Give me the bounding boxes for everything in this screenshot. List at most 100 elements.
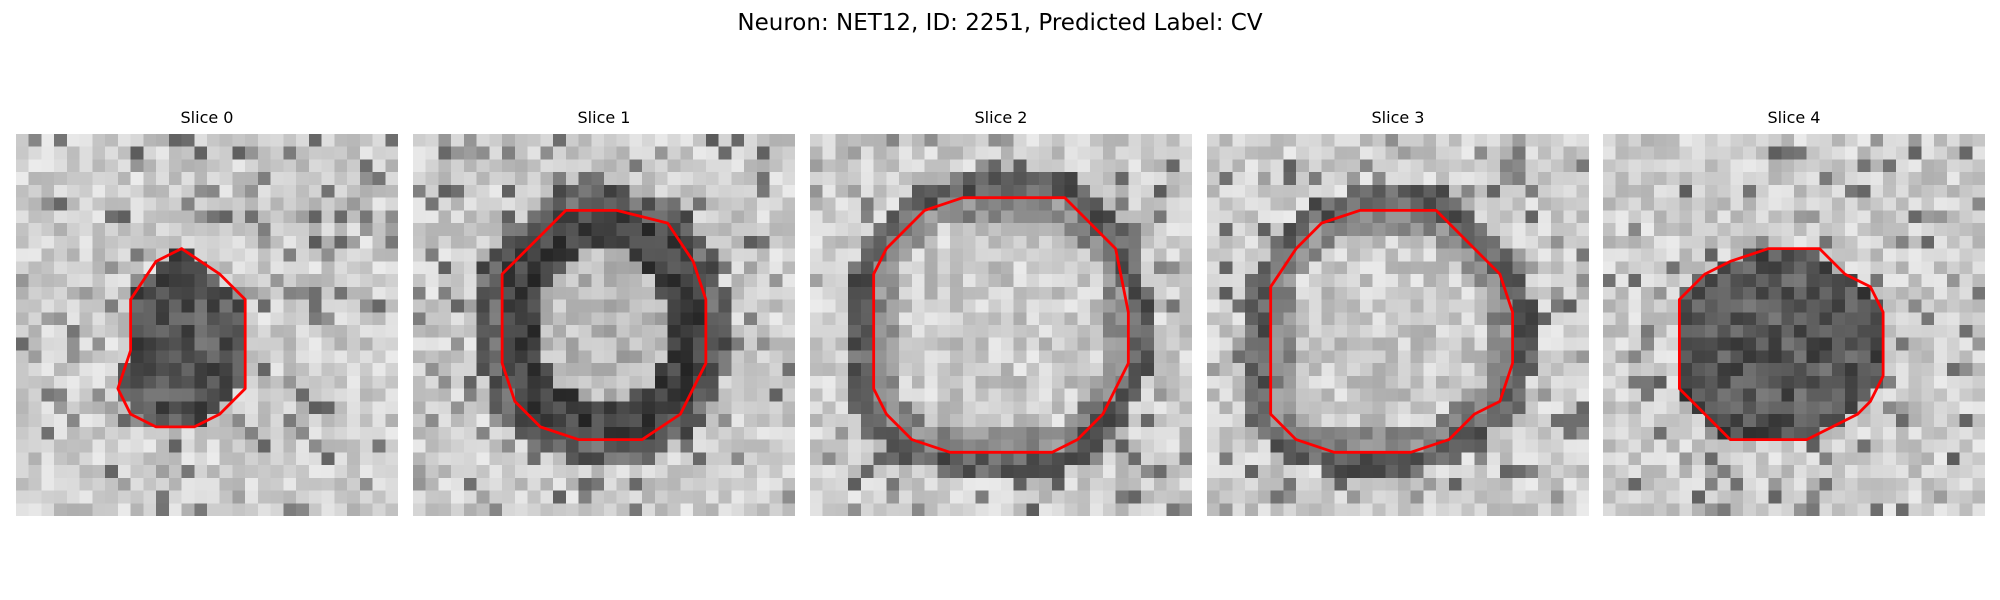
pixel-cell bbox=[28, 439, 42, 453]
pixel-cell bbox=[540, 312, 554, 326]
pixel-cell bbox=[359, 248, 373, 262]
pixel-cell bbox=[1794, 146, 1807, 160]
pixel-cell bbox=[1972, 452, 1985, 466]
pixel-cell bbox=[731, 452, 745, 466]
pixel-cell bbox=[1844, 363, 1858, 377]
pixel-cell bbox=[463, 159, 477, 173]
pixel-cell bbox=[1461, 477, 1475, 491]
pixel-cell bbox=[835, 388, 849, 402]
pixel-cell bbox=[1296, 286, 1310, 300]
pixel-cell bbox=[372, 439, 386, 453]
pixel-cell bbox=[899, 235, 913, 249]
pixel-cell bbox=[1934, 159, 1948, 173]
pixel-cell bbox=[1946, 401, 1960, 415]
pixel-cell bbox=[1704, 465, 1718, 479]
pixel-cell bbox=[1717, 350, 1731, 364]
pixel-cell bbox=[1219, 134, 1233, 147]
pixel-cell bbox=[1550, 325, 1564, 338]
pixel-cell bbox=[451, 134, 465, 147]
pixel-cell bbox=[731, 439, 745, 453]
pixel-cell bbox=[1666, 337, 1680, 351]
pixel-cell bbox=[1051, 184, 1065, 198]
pixel-cell bbox=[1959, 388, 1973, 402]
pixel-cell bbox=[731, 197, 745, 211]
pixel-cell bbox=[1603, 439, 1616, 453]
pixel-cell bbox=[886, 299, 900, 313]
pixel-cell bbox=[16, 325, 29, 338]
pixel-cell bbox=[962, 184, 976, 198]
pixel-cell bbox=[1179, 426, 1192, 440]
pixel-cell bbox=[372, 159, 386, 173]
pixel-cell bbox=[372, 388, 386, 402]
pixel-cell bbox=[1296, 261, 1310, 275]
pixel-cell bbox=[1090, 490, 1104, 504]
pixel-cell bbox=[1115, 325, 1129, 338]
pixel-cell bbox=[1257, 299, 1271, 313]
pixel-cell bbox=[232, 299, 246, 313]
pixel-cell bbox=[629, 375, 643, 389]
pixel-cell bbox=[642, 299, 656, 313]
pixel-cell bbox=[848, 274, 862, 288]
pixel-cell bbox=[1576, 134, 1589, 147]
pixel-cell bbox=[1270, 452, 1284, 466]
pixel-cell bbox=[1603, 210, 1616, 224]
pixel-cell bbox=[1385, 363, 1399, 377]
pixel-cell bbox=[372, 184, 386, 198]
pixel-cell bbox=[54, 503, 68, 516]
pixel-cell bbox=[1972, 172, 1985, 186]
pixel-cell bbox=[1563, 465, 1577, 479]
pixel-cell bbox=[283, 477, 297, 491]
pixel-cell bbox=[1755, 261, 1769, 275]
pixel-cell bbox=[988, 350, 1002, 364]
pixel-cell bbox=[489, 223, 503, 237]
pixel-cell bbox=[1219, 235, 1233, 249]
pixel-cell bbox=[270, 439, 284, 453]
pixel-cell bbox=[1051, 146, 1065, 160]
pixel-cell bbox=[438, 223, 452, 237]
pixel-cell bbox=[1013, 452, 1027, 466]
pixel-cell bbox=[1283, 490, 1297, 504]
pixel-cell bbox=[693, 388, 707, 402]
pixel-cell bbox=[1959, 490, 1973, 504]
pixel-cell bbox=[413, 465, 426, 479]
pixel-cell bbox=[616, 465, 630, 479]
pixel-cell bbox=[1232, 503, 1246, 516]
pixel-cell bbox=[1844, 388, 1858, 402]
pixel-cell bbox=[1628, 159, 1642, 173]
pixel-cell bbox=[1372, 286, 1386, 300]
pixel-cell bbox=[822, 439, 836, 453]
pixel-cell bbox=[1385, 325, 1399, 338]
pixel-cell bbox=[1001, 465, 1014, 479]
pixel-cell bbox=[1806, 363, 1820, 377]
pixel-cell bbox=[822, 337, 836, 351]
pixel-cell bbox=[1781, 286, 1795, 300]
pixel-cell bbox=[1972, 503, 1985, 516]
pixel-cell bbox=[1499, 490, 1513, 504]
pixel-cell bbox=[1550, 477, 1564, 491]
pixel-cell bbox=[1563, 426, 1577, 440]
pixel-cell bbox=[1398, 401, 1411, 415]
pixel-cell bbox=[489, 337, 503, 351]
pixel-cell bbox=[181, 452, 195, 466]
pixel-cell bbox=[1819, 299, 1833, 313]
pixel-cell bbox=[385, 286, 398, 300]
pixel-cell bbox=[591, 414, 605, 428]
pixel-cell bbox=[1781, 184, 1795, 198]
pixel-cell bbox=[385, 350, 398, 364]
pixel-cell bbox=[66, 388, 80, 402]
pixel-cell bbox=[321, 401, 335, 415]
pixel-cell bbox=[16, 401, 29, 415]
pixel-cell bbox=[1768, 388, 1782, 402]
pixel-cell bbox=[1653, 503, 1667, 516]
pixel-cell bbox=[257, 197, 271, 211]
pixel-cell bbox=[718, 426, 732, 440]
pixel-cell bbox=[347, 312, 361, 326]
pixel-cell bbox=[756, 248, 770, 262]
pixel-cell bbox=[680, 134, 694, 147]
pixel-cell bbox=[1946, 184, 1960, 198]
pixel-cell bbox=[308, 388, 322, 402]
pixel-cell bbox=[1959, 426, 1973, 440]
pixel-cell bbox=[296, 350, 310, 364]
pixel-cell bbox=[886, 490, 900, 504]
pixel-cell bbox=[257, 388, 271, 402]
